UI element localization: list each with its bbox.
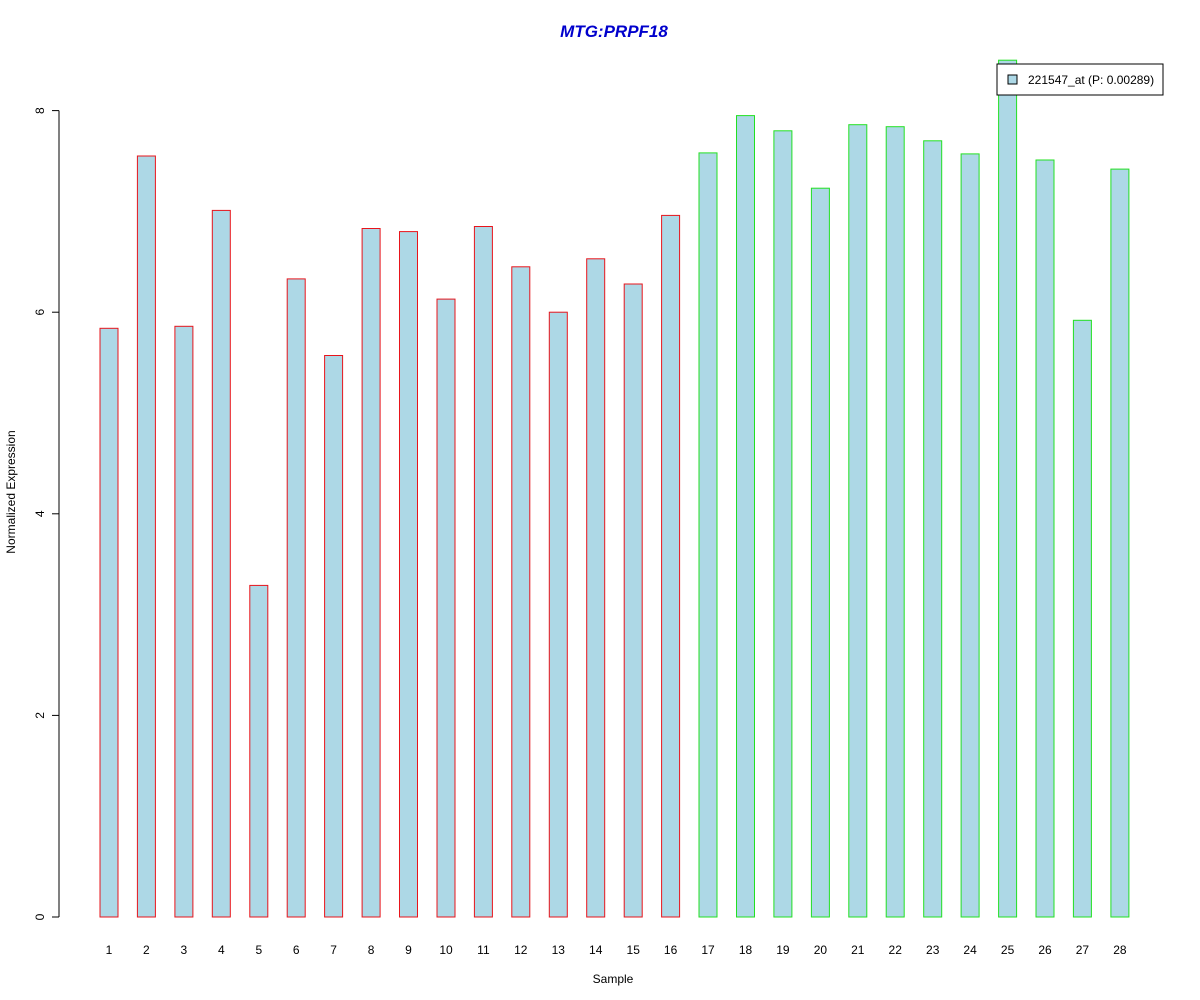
- x-tick-label: 18: [739, 943, 753, 957]
- x-axis-label: Sample: [593, 972, 634, 986]
- bar: [361, 228, 381, 918]
- x-tick-label: 28: [1113, 943, 1127, 957]
- legend: 221547_at (P: 0.00289): [996, 63, 1164, 96]
- x-tick-label: 26: [1038, 943, 1052, 957]
- x-tick-label: 21: [851, 943, 865, 957]
- x-tick-label: 1: [106, 943, 113, 957]
- bar: [99, 327, 119, 918]
- x-tick-label: 9: [405, 943, 412, 957]
- x-tick-label: 7: [330, 943, 337, 957]
- y-tick-label: 8: [33, 107, 47, 114]
- x-tick-label: 17: [701, 943, 715, 957]
- bar: [1072, 319, 1092, 918]
- bar: [136, 155, 156, 918]
- bars: [99, 59, 1130, 918]
- x-tick-label: 20: [814, 943, 828, 957]
- bar: [960, 153, 980, 918]
- bar: [1110, 168, 1130, 918]
- bar: [249, 584, 269, 918]
- x-tick-label: 13: [552, 943, 566, 957]
- x-tick-label: 4: [218, 943, 225, 957]
- bar: [810, 187, 830, 918]
- bar: [436, 298, 456, 918]
- bar: [998, 59, 1018, 918]
- x-tick-label: 3: [181, 943, 188, 957]
- bar: [473, 226, 493, 918]
- x-tick-label: 12: [514, 943, 528, 957]
- bar: [773, 130, 793, 918]
- y-tick-label: 2: [33, 712, 47, 719]
- x-tick-label: 27: [1076, 943, 1090, 957]
- bar: [511, 266, 531, 918]
- x-tick-label: 2: [143, 943, 150, 957]
- x-tick-label: 19: [776, 943, 790, 957]
- bar: [211, 209, 231, 918]
- y-axis: 0 2 4 6 8: [33, 107, 60, 920]
- bar: [736, 115, 755, 918]
- x-tick-label: 10: [439, 943, 453, 957]
- bar: [286, 278, 306, 918]
- bar: [885, 126, 905, 918]
- bar: [623, 283, 643, 918]
- x-tick-label: 23: [926, 943, 940, 957]
- y-tick-label: 0: [33, 913, 47, 920]
- x-tick-label: 11: [477, 943, 490, 957]
- bar: [923, 140, 943, 918]
- x-tick-label: 5: [255, 943, 262, 957]
- x-tick-label: 6: [293, 943, 300, 957]
- y-tick-label: 4: [33, 510, 47, 517]
- x-tick-label: 8: [368, 943, 375, 957]
- legend-swatch: [1007, 74, 1018, 85]
- x-tick-label: 16: [664, 943, 678, 957]
- legend-label: 221547_at (P: 0.00289): [1028, 73, 1154, 87]
- legend-box: [996, 63, 1164, 96]
- x-tick-label: 25: [1001, 943, 1015, 957]
- x-tick-label: 14: [589, 943, 603, 957]
- x-axis-tick-labels: 1 2 3 4 5 6 7 8 9 10 11 12 13 14 15 16 17 18 19 20 21 22 23 24 2…: [106, 943, 1127, 957]
- bar: [848, 124, 868, 918]
- chart-title: MTG:PRPF18: [560, 22, 668, 41]
- bar: [548, 311, 568, 918]
- y-tick-label: 6: [33, 309, 47, 316]
- bar: [698, 152, 718, 918]
- x-tick-label: 24: [963, 943, 977, 957]
- bar: [399, 231, 418, 918]
- bar: [586, 258, 606, 918]
- bar: [324, 355, 344, 918]
- bar: [1035, 159, 1055, 918]
- bar: [174, 325, 194, 918]
- x-tick-label: 22: [889, 943, 903, 957]
- x-tick-label: 15: [627, 943, 641, 957]
- y-axis-label: Normalized Expression: [4, 430, 18, 553]
- bar: [661, 214, 681, 918]
